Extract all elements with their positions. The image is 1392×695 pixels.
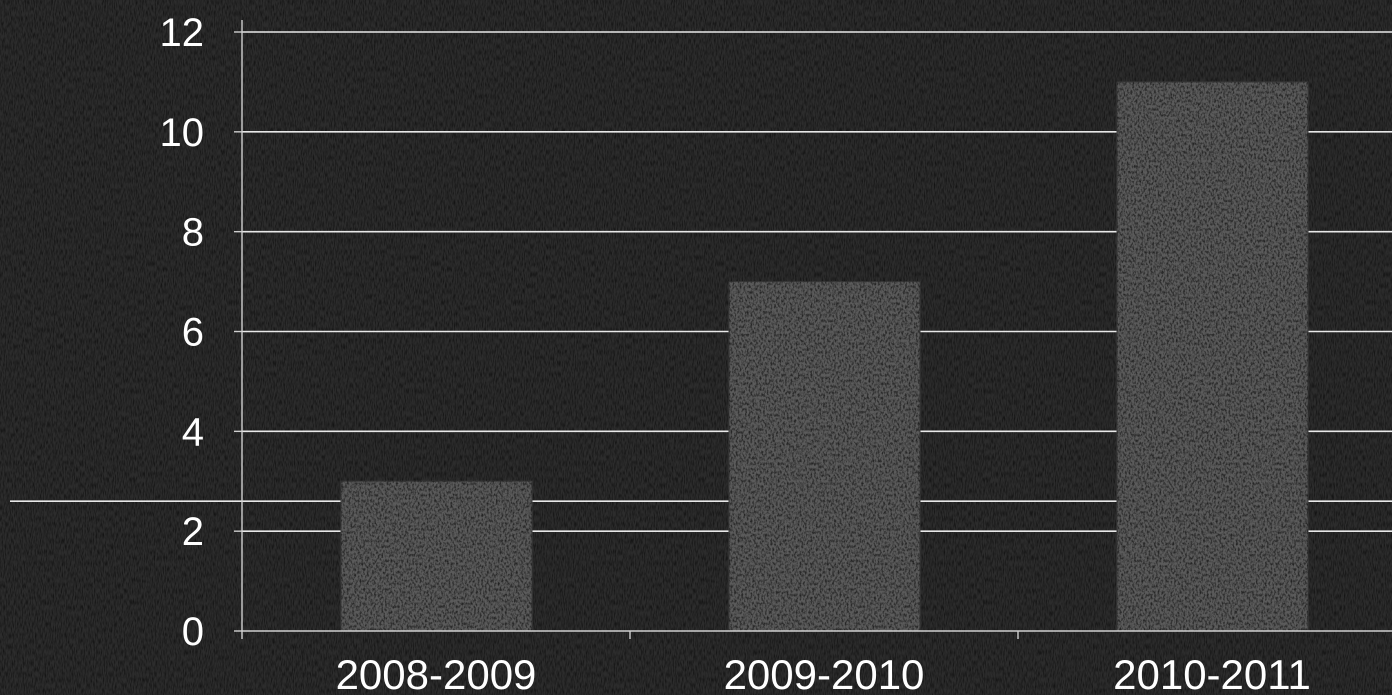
y-tick-label-2: 2 <box>182 510 204 554</box>
x-tick-label-2008-2009: 2008-2009 <box>336 651 537 695</box>
x-tick-label-2009-2010: 2009-2010 <box>724 651 925 695</box>
bar-texture-2009-2010 <box>729 281 920 631</box>
tick-labels: 0 2 4 6 8 10 12 2008-2009 2009-2010 2010-2011 <box>160 11 1311 695</box>
x-tick-label-2010-2011: 2010-2011 <box>1113 651 1311 695</box>
y-tick-label-4: 4 <box>182 410 204 454</box>
axes <box>234 20 1392 639</box>
y-tick-label-6: 6 <box>182 311 204 355</box>
y-tick-label-12: 12 <box>160 11 205 55</box>
y-tick-label-10: 10 <box>160 111 205 155</box>
bars <box>340 81 1309 632</box>
bar-texture-2008-2009 <box>341 481 532 631</box>
y-tick-label-0: 0 <box>182 610 204 654</box>
y-tick-label-8: 8 <box>182 211 204 255</box>
bar-texture-2010-2011 <box>1117 81 1308 631</box>
